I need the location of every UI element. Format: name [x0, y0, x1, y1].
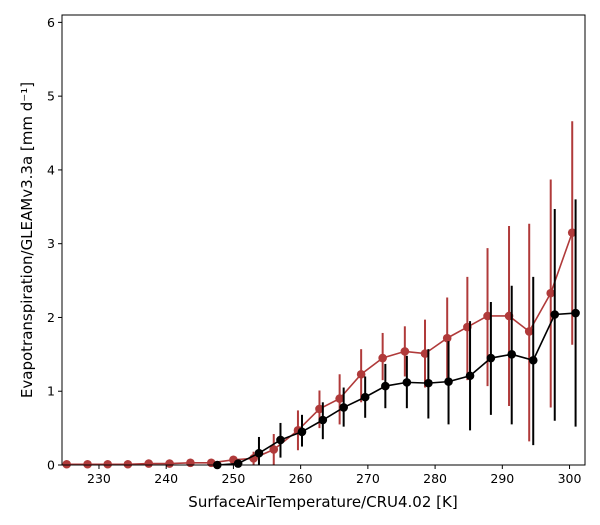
data-point	[486, 353, 496, 363]
data-point	[335, 394, 344, 403]
data-point	[254, 448, 264, 458]
data-point	[507, 350, 517, 359]
data-point	[465, 371, 475, 381]
data-point	[550, 310, 560, 319]
data-point	[318, 415, 328, 425]
data-point	[339, 403, 348, 412]
x-axis-ticks: 230 240 250 260 270 280 290 300	[87, 465, 582, 486]
data-point	[524, 327, 534, 336]
x-tick-label: 270	[356, 471, 380, 486]
data-point	[233, 459, 243, 468]
y-tick-label: 5	[47, 89, 55, 104]
x-tick-label: 280	[423, 471, 447, 486]
x-tick-label: 230	[87, 471, 111, 486]
series-layer	[62, 121, 580, 470]
data-point	[103, 459, 113, 469]
y-axis-label: Evapotranspiration/GLEAMv3.3a [mm d⁻¹]	[18, 82, 36, 398]
data-point	[571, 308, 580, 318]
x-tick-label: 260	[289, 471, 313, 486]
data-point	[276, 435, 285, 445]
x-axis-label: SurfaceAirTemperature/CRU4.02 [K]	[188, 493, 457, 511]
data-point	[528, 355, 538, 365]
data-point	[360, 392, 370, 402]
series-line	[66, 232, 573, 466]
data-point	[546, 288, 556, 298]
y-axis-ticks: 0 1 2 3 4 5 6	[47, 15, 62, 473]
data-point	[165, 459, 174, 468]
data-point	[378, 353, 387, 363]
y-tick-label: 6	[47, 15, 55, 30]
data-point	[402, 378, 412, 387]
data-point	[442, 333, 452, 343]
data-point	[123, 459, 133, 469]
series-1	[62, 121, 577, 469]
y-tick-label: 1	[47, 384, 55, 399]
y-tick-label: 3	[47, 236, 55, 251]
series-2	[212, 199, 580, 470]
x-tick-label: 250	[221, 471, 245, 486]
y-tick-label: 2	[47, 310, 55, 325]
data-point	[400, 347, 410, 356]
y-tick-label: 4	[47, 162, 55, 177]
data-point	[62, 459, 72, 469]
data-point	[356, 369, 366, 379]
data-point	[483, 311, 492, 321]
x-tick-label: 240	[154, 471, 178, 486]
data-point	[186, 458, 195, 468]
data-point	[297, 427, 307, 437]
data-point	[83, 459, 92, 469]
data-point	[269, 445, 279, 454]
y-tick-label: 0	[47, 458, 55, 473]
data-point	[424, 378, 433, 388]
x-tick-label: 290	[490, 471, 514, 486]
data-point	[144, 459, 154, 468]
data-point	[420, 349, 430, 358]
series-line	[217, 312, 576, 466]
x-tick-label: 300	[558, 471, 582, 486]
plot-frame	[61, 14, 586, 466]
data-point	[567, 228, 577, 237]
data-point	[315, 404, 324, 414]
data-point	[381, 381, 390, 391]
data-point	[444, 377, 453, 386]
